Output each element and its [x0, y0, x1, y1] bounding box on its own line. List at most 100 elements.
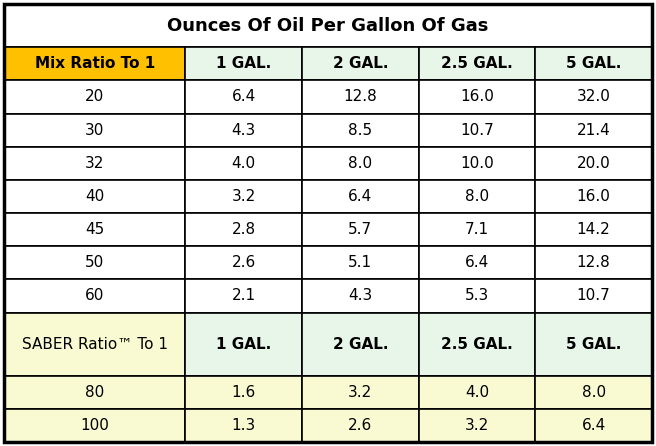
Text: 3.2: 3.2: [232, 189, 256, 204]
Text: 45: 45: [85, 222, 104, 237]
Text: 50: 50: [85, 255, 104, 270]
Text: 32.0: 32.0: [577, 89, 611, 104]
Text: 16.0: 16.0: [577, 189, 611, 204]
Text: 6.4: 6.4: [582, 418, 605, 433]
Text: 8.0: 8.0: [348, 156, 373, 171]
Text: 21.4: 21.4: [577, 123, 611, 137]
Text: 8.5: 8.5: [348, 123, 373, 137]
Bar: [186, 180, 302, 213]
Bar: [419, 47, 535, 80]
Text: 100: 100: [80, 418, 109, 433]
Bar: [535, 47, 652, 80]
Bar: [302, 80, 419, 113]
Bar: [4, 376, 186, 409]
Bar: [419, 279, 535, 313]
Text: 8.0: 8.0: [582, 385, 605, 400]
Bar: [4, 213, 186, 246]
Text: 12.8: 12.8: [344, 89, 377, 104]
Bar: [535, 409, 652, 442]
Bar: [186, 279, 302, 313]
Text: 10.7: 10.7: [577, 289, 611, 303]
Text: 16.0: 16.0: [460, 89, 494, 104]
Text: 6.4: 6.4: [465, 255, 489, 270]
Bar: [302, 113, 419, 147]
Bar: [4, 4, 652, 47]
Bar: [535, 213, 652, 246]
Text: 5.1: 5.1: [348, 255, 373, 270]
Text: 1 GAL.: 1 GAL.: [216, 337, 272, 351]
Bar: [535, 313, 652, 376]
Bar: [419, 180, 535, 213]
Bar: [419, 147, 535, 180]
Bar: [535, 80, 652, 113]
Bar: [302, 409, 419, 442]
Bar: [186, 409, 302, 442]
Bar: [535, 279, 652, 313]
Bar: [4, 313, 186, 376]
Text: 1 GAL.: 1 GAL.: [216, 56, 272, 71]
Text: 2.5 GAL.: 2.5 GAL.: [441, 56, 513, 71]
Text: 32: 32: [85, 156, 104, 171]
Bar: [419, 213, 535, 246]
Text: 4.0: 4.0: [232, 156, 256, 171]
Text: 2.1: 2.1: [232, 289, 256, 303]
Text: 2.8: 2.8: [232, 222, 256, 237]
Text: 40: 40: [85, 189, 104, 204]
Bar: [4, 279, 186, 313]
Bar: [419, 409, 535, 442]
Bar: [535, 113, 652, 147]
Text: 5 GAL.: 5 GAL.: [566, 56, 621, 71]
Bar: [186, 47, 302, 80]
Bar: [302, 47, 419, 80]
Text: 10.0: 10.0: [460, 156, 494, 171]
Bar: [4, 80, 186, 113]
Bar: [4, 409, 186, 442]
Text: 7.1: 7.1: [465, 222, 489, 237]
Text: 30: 30: [85, 123, 104, 137]
Bar: [535, 147, 652, 180]
Bar: [302, 147, 419, 180]
Text: 1.6: 1.6: [232, 385, 256, 400]
Bar: [419, 313, 535, 376]
Bar: [302, 180, 419, 213]
Bar: [302, 213, 419, 246]
Bar: [186, 313, 302, 376]
Text: 2.6: 2.6: [232, 255, 256, 270]
Bar: [4, 47, 186, 80]
Bar: [4, 147, 186, 180]
Text: 8.0: 8.0: [465, 189, 489, 204]
Text: 6.4: 6.4: [232, 89, 256, 104]
Bar: [4, 246, 186, 279]
Text: 3.2: 3.2: [348, 385, 373, 400]
Text: 2 GAL.: 2 GAL.: [333, 56, 388, 71]
Bar: [4, 180, 186, 213]
Bar: [302, 279, 419, 313]
Bar: [535, 180, 652, 213]
Text: 80: 80: [85, 385, 104, 400]
Bar: [186, 246, 302, 279]
Text: Ounces Of Oil Per Gallon Of Gas: Ounces Of Oil Per Gallon Of Gas: [167, 17, 489, 35]
Text: 20.0: 20.0: [577, 156, 611, 171]
Text: 6.4: 6.4: [348, 189, 373, 204]
Text: 3.2: 3.2: [465, 418, 489, 433]
Bar: [419, 376, 535, 409]
Text: 2.6: 2.6: [348, 418, 373, 433]
Text: 4.0: 4.0: [465, 385, 489, 400]
Bar: [419, 113, 535, 147]
Text: SABER Ratio™ To 1: SABER Ratio™ To 1: [22, 337, 168, 351]
Bar: [302, 313, 419, 376]
Bar: [186, 376, 302, 409]
Text: 14.2: 14.2: [577, 222, 611, 237]
Bar: [186, 113, 302, 147]
Bar: [535, 246, 652, 279]
Text: 2 GAL.: 2 GAL.: [333, 337, 388, 351]
Text: 5 GAL.: 5 GAL.: [566, 337, 621, 351]
Text: 4.3: 4.3: [348, 289, 373, 303]
Text: 20: 20: [85, 89, 104, 104]
Bar: [302, 246, 419, 279]
Bar: [419, 80, 535, 113]
Text: Mix Ratio To 1: Mix Ratio To 1: [35, 56, 155, 71]
Text: 2.5 GAL.: 2.5 GAL.: [441, 337, 513, 351]
Bar: [186, 147, 302, 180]
Text: 4.3: 4.3: [232, 123, 256, 137]
